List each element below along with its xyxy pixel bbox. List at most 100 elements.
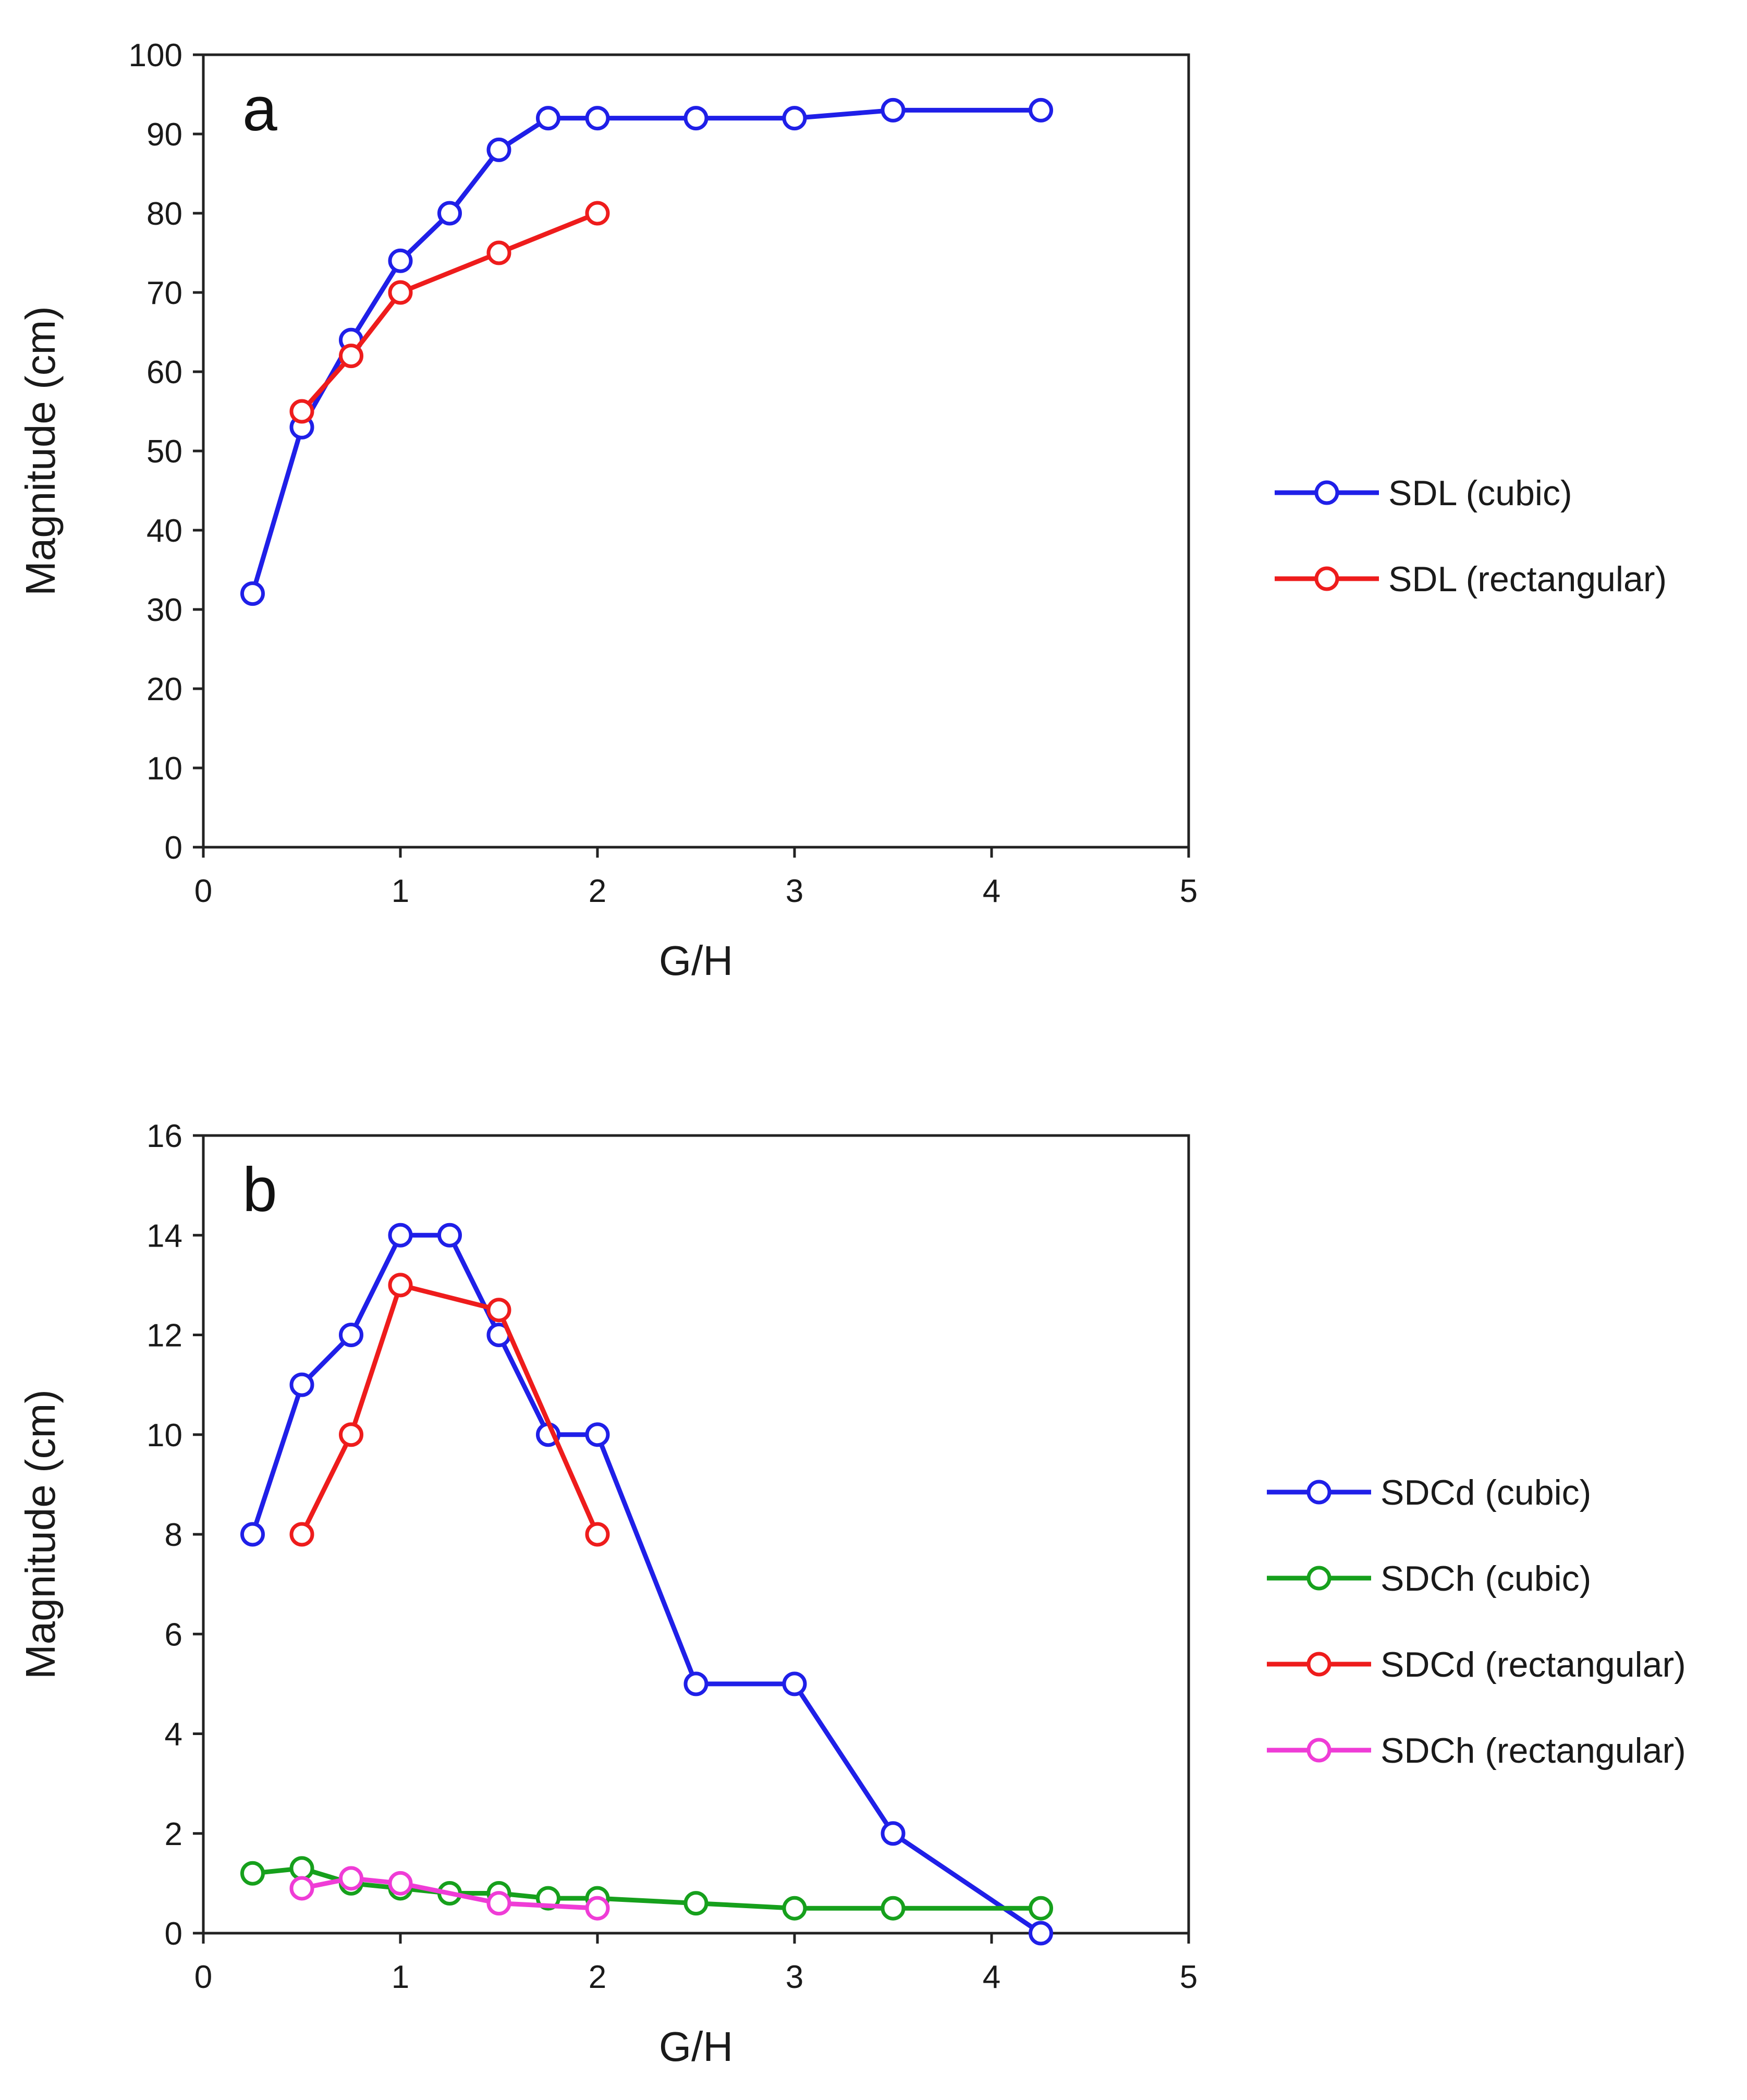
data-point-sdch-cubic — [1029, 1896, 1053, 1921]
x-tick-label: 3 — [786, 1959, 803, 1995]
x-tick-label: 4 — [983, 873, 1000, 909]
series-line-sdcd-cubic — [250, 1232, 1043, 1935]
legend-label: SDCh (cubic) — [1381, 1559, 1591, 1598]
data-point-sdl-cubic — [585, 106, 610, 131]
data-point-sdch-cubic — [289, 1856, 314, 1881]
x-tick-label: 4 — [983, 1959, 1000, 1995]
series-sdl-rectangular — [289, 201, 610, 424]
x-tick-label: 0 — [194, 1959, 212, 1995]
data-point-sdch-cubic — [881, 1896, 906, 1921]
legend-swatch-marker — [1306, 1480, 1331, 1505]
data-point-sdch-cubic — [782, 1896, 807, 1921]
y-tick-label: 80 — [146, 196, 182, 232]
data-point-sdl-cubic — [486, 137, 511, 162]
data-point-sdcd-cubic — [881, 1821, 906, 1846]
legend-entry-sdl-cubic: SDL (cubic) — [1275, 473, 1572, 513]
data-point-sdl-cubic — [1029, 97, 1053, 123]
plot-area-frame — [202, 53, 1190, 849]
y-tick-label: 4 — [165, 1717, 182, 1753]
data-point-sdch-rectangular — [289, 1876, 314, 1901]
series-sdch-cubic — [240, 1856, 1053, 1921]
data-point-sdcd-cubic — [782, 1671, 807, 1696]
legend-swatch-marker — [1306, 1738, 1331, 1763]
y-axis-title: Magnitude (cm) — [17, 306, 64, 596]
legend-entry-sdch-cubic: SDCh (cubic) — [1267, 1559, 1591, 1598]
data-point-sdch-rectangular — [339, 1866, 363, 1891]
y-tick-label: 30 — [146, 592, 182, 628]
legend: SDL (cubic) SDL (rectangular) — [1275, 473, 1667, 599]
data-point-sdch-cubic — [240, 1861, 265, 1886]
y-tick-label: 10 — [146, 751, 182, 787]
legend-swatch-marker — [1306, 1566, 1331, 1591]
data-point-sdl-cubic — [683, 106, 708, 131]
y-tick-label: 40 — [146, 513, 182, 549]
data-point-sdl-rectangular — [289, 399, 314, 424]
data-point-sdl-cubic — [782, 106, 807, 131]
x-tick-label: 1 — [392, 873, 409, 909]
panel-label: a — [242, 74, 277, 144]
chart-panel-a: 0 1 2 3 4 50102030405060708090100G/HMagnitude… — [17, 38, 1667, 984]
legend-entry-sdl-rectangular: SDL (rectangular) — [1275, 559, 1667, 599]
series-line-sdl-rectangular — [300, 211, 598, 413]
data-point-sdcd-rectangular — [339, 1422, 363, 1447]
x-tick-label: 0 — [194, 873, 212, 909]
legend-entry-sdcd-rectangular: SDCd (rectangular) — [1267, 1645, 1686, 1684]
legend-label: SDCh (rectangular) — [1381, 1731, 1686, 1771]
series-sdcd-rectangular — [289, 1273, 610, 1547]
data-point-sdch-rectangular — [585, 1896, 610, 1921]
legend-swatch-marker — [1314, 566, 1339, 591]
data-point-sdcd-rectangular — [486, 1298, 511, 1323]
y-tick-label: 90 — [146, 117, 182, 153]
y-tick-label: 8 — [165, 1517, 182, 1553]
data-point-sdl-rectangular — [585, 201, 610, 226]
y-axis-title: Magnitude (cm) — [17, 1389, 64, 1679]
y-tick-label: 60 — [146, 355, 182, 390]
legend-label: SDL (cubic) — [1388, 473, 1572, 513]
data-point-sdl-rectangular — [388, 280, 413, 305]
x-axis-title: G/H — [659, 937, 733, 984]
data-point-sdcd-cubic — [289, 1372, 314, 1397]
data-point-sdcd-rectangular — [388, 1273, 413, 1298]
x-tick-label: 5 — [1180, 1959, 1198, 1995]
y-tick-label: 12 — [146, 1318, 182, 1354]
legend-entry-sdcd-cubic: SDCd (cubic) — [1267, 1473, 1591, 1512]
legend-label: SDL (rectangular) — [1388, 559, 1667, 599]
data-point-sdcd-cubic — [339, 1323, 363, 1347]
x-axis-title: G/H — [659, 2023, 733, 2070]
x-tick-label: 1 — [392, 1959, 409, 1995]
series-sdl-cubic — [240, 97, 1053, 606]
data-point-sdl-rectangular — [486, 240, 511, 265]
series-sdch-rectangular — [289, 1866, 610, 1921]
y-tick-label: 16 — [146, 1118, 182, 1154]
series-sdcd-cubic — [240, 1223, 1053, 1946]
data-point-sdcd-cubic — [1029, 1921, 1053, 1946]
data-point-sdl-cubic — [536, 106, 560, 131]
x-tick-label: 5 — [1180, 873, 1198, 909]
y-tick-label: 0 — [165, 830, 182, 866]
data-point-sdcd-cubic — [388, 1223, 413, 1248]
y-tick-label: 70 — [146, 275, 182, 311]
data-point-sdl-cubic — [881, 97, 906, 123]
legend-entry-sdch-rectangular: SDCh (rectangular) — [1267, 1731, 1686, 1771]
data-point-sdcd-cubic — [437, 1223, 462, 1248]
data-point-sdcd-cubic — [240, 1522, 265, 1547]
legend-swatch-marker — [1306, 1652, 1331, 1677]
data-point-sdl-cubic — [388, 248, 413, 273]
data-point-sdch-cubic — [683, 1891, 708, 1916]
data-point-sdch-rectangular — [388, 1871, 413, 1896]
data-point-sdcd-cubic — [683, 1671, 708, 1696]
y-tick-label: 14 — [146, 1218, 182, 1254]
series-line-sdch-cubic — [252, 1866, 1041, 1911]
y-tick-label: 50 — [146, 434, 182, 470]
data-point-sdch-rectangular — [486, 1891, 511, 1916]
data-point-sdcd-cubic — [585, 1422, 610, 1447]
plot-area-frame — [202, 1134, 1190, 1935]
panel-label: b — [242, 1155, 277, 1225]
x-tick-label: 3 — [786, 873, 803, 909]
y-tick-label: 10 — [146, 1418, 182, 1454]
data-point-sdcd-rectangular — [289, 1522, 314, 1547]
data-point-sdcd-rectangular — [585, 1522, 610, 1547]
y-tick-label: 2 — [165, 1816, 182, 1852]
